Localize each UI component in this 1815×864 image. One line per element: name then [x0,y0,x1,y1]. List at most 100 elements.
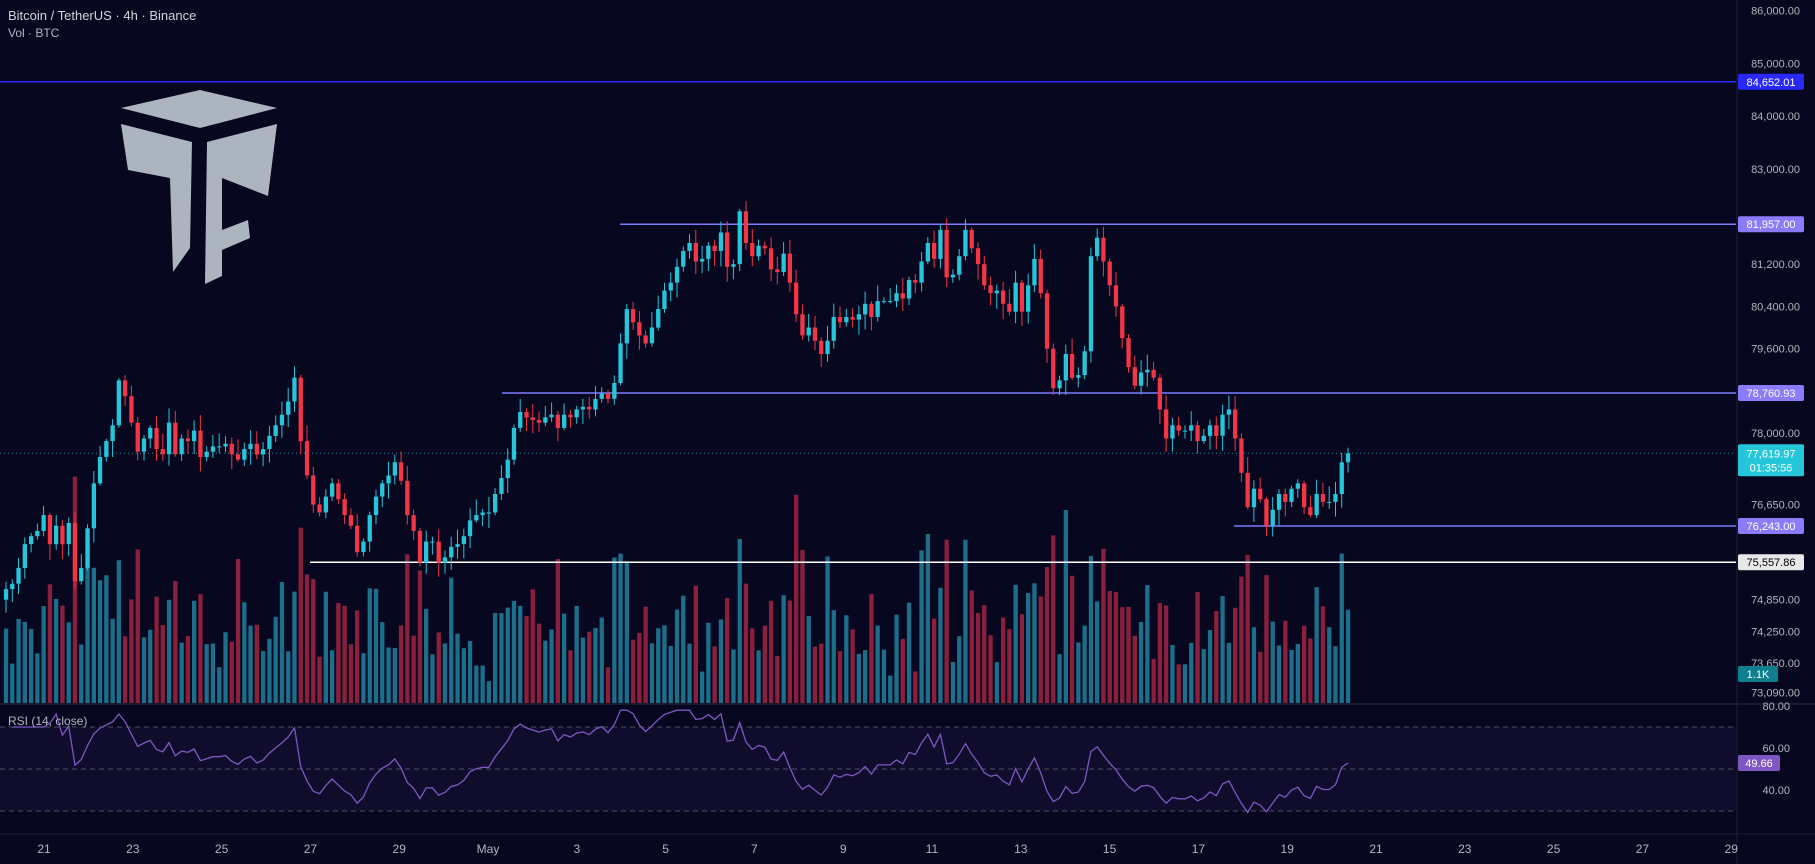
candle-body [60,525,65,545]
volume-bar [1063,510,1068,703]
time-tick-label: 13 [1014,842,1028,856]
volume-bar [975,613,981,703]
volume-bar [875,625,880,703]
volume-bar [631,639,636,703]
level-price-tag [1738,216,1804,233]
volume-bar [1289,650,1294,703]
time-tick-label: 29 [1725,842,1739,856]
rsi-tick-label: 60.00 [1762,743,1790,755]
candle-body [141,438,147,452]
candle-body [1101,237,1106,262]
candle-body [192,430,197,442]
volume-bar [1088,556,1094,703]
volume-bar [449,577,454,703]
candle-body [317,504,322,513]
candle-body [530,417,535,420]
candle-body [536,420,542,423]
volume-bar [1283,620,1288,703]
candle-body [1302,483,1307,508]
candle-body [543,417,548,423]
candle-body [1132,367,1137,386]
candle-body [229,443,234,455]
candle-body [85,528,90,568]
volume-scale-label: 1.1K [1747,669,1770,681]
volume-bar [1019,614,1025,703]
volume-bar [649,643,655,703]
level-price-label: 81,957.00 [1747,219,1796,231]
volume-bar [235,559,241,703]
candle-body [1258,488,1263,500]
price-tick-label: 85,000.00 [1751,58,1800,70]
time-tick-label: 19 [1281,842,1295,856]
volume-bar [605,667,611,703]
volume-bar [1295,643,1300,703]
candle-body [1233,409,1238,439]
volume-bar [41,606,46,703]
time-tick-label: May [477,842,500,856]
volume-bar [1245,554,1250,703]
volume-bar [750,628,755,703]
volume-bars [3,476,1351,703]
volume-bar [267,638,272,703]
horizontal-levels[interactable] [0,81,1736,563]
candle-body [863,303,868,315]
volume-bar [1044,567,1050,703]
candle-body [1019,282,1025,312]
volume-bar [1051,535,1056,703]
symbol-title[interactable]: Bitcoin / TetherUS · 4h · Binance [8,8,197,23]
volume-bar [963,539,968,703]
candle-body [562,414,567,428]
volume-bar [474,665,479,703]
price-axis[interactable]: 84,652.01 81,957.00 78,760.93 76,243.00 75,5… [1738,6,1804,700]
candle-body [1339,462,1344,494]
price-tick-label: 73,090.00 [1751,688,1800,700]
volume-bar [668,645,673,703]
candle-body [1107,261,1112,286]
candle-body [292,377,297,402]
volume-bar [599,617,604,703]
time-tick-label: 27 [1636,842,1650,856]
candle-body [499,478,504,494]
volume-legend[interactable]: Vol · BTC [8,26,60,40]
volume-bar [60,605,65,703]
volume-bar [1195,592,1200,703]
volume-bar [79,644,84,703]
candle-body [392,462,397,476]
volume-bar [700,671,705,703]
last-price-label: 77,619.97 [1747,448,1796,460]
time-tick-label: 17 [1192,842,1206,856]
candle-body [217,446,222,448]
candle-body [1226,409,1231,415]
candle-body [1289,488,1294,502]
candle-body [304,441,310,476]
candle-body [643,335,648,344]
candle-body [1069,354,1075,378]
candle-body [1138,372,1144,386]
level-price-label: 75,557.86 [1747,557,1796,569]
time-tick-label: 3 [573,842,580,856]
candle-body [116,380,121,426]
candle-body [1038,258,1043,294]
candle-body [631,309,636,323]
volume-bar [1214,611,1219,703]
volume-bar [1164,605,1169,703]
candle-body [1164,409,1169,439]
volume-bar [135,549,140,703]
volume-bar [687,643,692,703]
candle-body [1126,338,1131,368]
volume-bar [1032,583,1037,703]
rsi-tick-label: 40.00 [1762,785,1790,797]
candle-body [41,515,46,531]
volume-bar [869,594,874,703]
volume-bar [568,650,573,703]
volume-bar [919,550,924,703]
candle-body [179,438,184,455]
candle-body [1095,237,1100,257]
price-tick-label: 74,250.00 [1751,626,1800,638]
candle-body [1295,483,1300,489]
candle-body [1157,377,1162,410]
rsi-legend[interactable]: RSI (14, close) [8,714,88,728]
volume-bar [455,633,460,703]
